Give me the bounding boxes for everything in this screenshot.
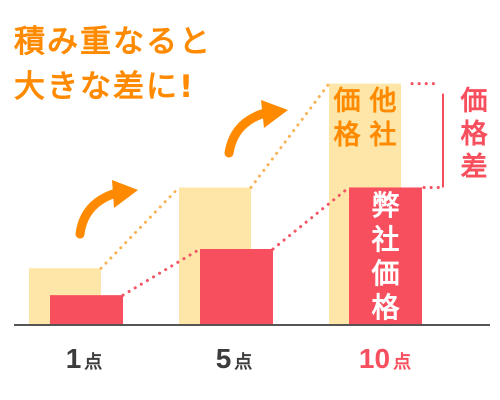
svg-text:社: 社: [370, 119, 397, 151]
svg-text:他: 他: [369, 86, 397, 117]
svg-text:弊: 弊: [371, 189, 399, 222]
svg-text:価: 価: [370, 257, 399, 290]
headline: 積み重なると 大きな差に!: [14, 20, 212, 110]
competitor-trend-line-2: [249, 82, 331, 189]
svg-text:価: 価: [460, 86, 488, 117]
headline-line-1: 積み重なると: [14, 24, 212, 60]
svg-text:社: 社: [371, 223, 399, 256]
svg-text:格: 格: [371, 291, 400, 324]
svg-text:差: 差: [461, 151, 488, 183]
growth-arrow-1: [75, 180, 138, 239]
our-bar-2: [200, 249, 273, 324]
growth-arrow-2: [224, 100, 288, 158]
our-bar-1: [50, 295, 123, 324]
our-trend-line-2: [271, 185, 351, 251]
our-bar-3: [349, 187, 422, 324]
headline-line-2: 大きな差に!: [14, 69, 196, 105]
svg-text:価: 価: [333, 86, 361, 117]
tick-label-3: 10 点: [359, 343, 411, 374]
svg-text:格: 格: [334, 120, 362, 151]
price-difference-label: 価格差: [460, 86, 489, 183]
our-trend-line-1: [121, 247, 202, 297]
competitor-trend-line-1: [99, 185, 181, 270]
svg-text:格: 格: [461, 119, 489, 150]
